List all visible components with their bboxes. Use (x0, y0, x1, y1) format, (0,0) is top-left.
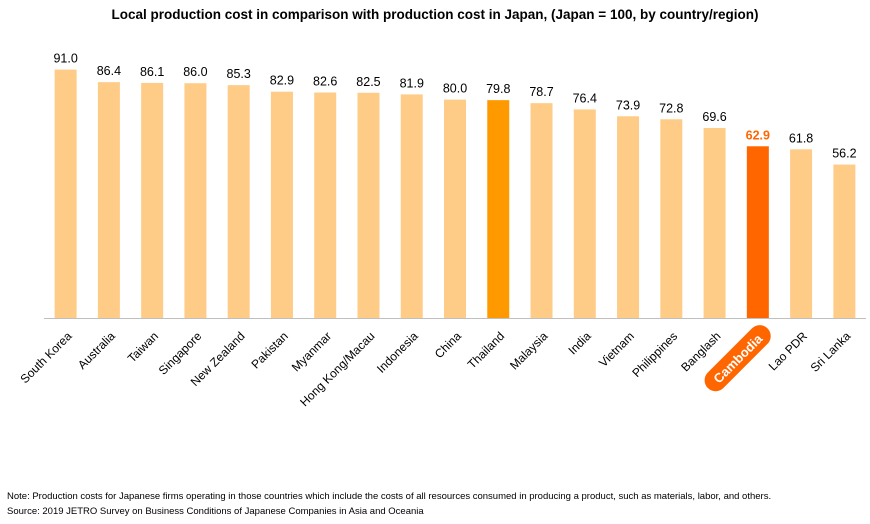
bar-lao-pdr (790, 149, 813, 318)
data-label: 82.5 (356, 75, 380, 89)
tick-label-group: Vietnam (596, 329, 637, 370)
data-label: 91.0 (53, 52, 77, 66)
x-tick-label: Vietnam (596, 329, 637, 370)
x-tick-label: Indonesia (374, 329, 421, 376)
bar-australia (97, 82, 120, 319)
tick-label-group: South Korea (18, 329, 75, 386)
bar-hong-kong-macau (357, 92, 380, 319)
bar-vietnam (617, 116, 640, 319)
bar-pakistan (270, 91, 293, 318)
bar-myanmar (314, 92, 337, 318)
bar-cambodia (746, 146, 769, 318)
x-tick-label: Philippines (629, 329, 680, 380)
x-tick-label: Malaysia (507, 329, 551, 373)
x-tick-label: China (432, 329, 464, 361)
x-tick-label: South Korea (18, 329, 75, 386)
data-label: 79.8 (486, 82, 510, 96)
data-label: 86.1 (140, 65, 164, 79)
bar-new-zealand (227, 85, 250, 318)
data-label: 78.7 (529, 85, 553, 99)
x-tick-label: India (565, 329, 594, 358)
data-label: 86.4 (97, 64, 121, 78)
data-label: 82.6 (313, 75, 337, 89)
bar-china (444, 99, 466, 318)
data-label: 85.3 (227, 67, 251, 81)
tick-label-group: Hong Kong/Macau (297, 329, 377, 409)
tick-label-group: Taiwan (125, 329, 161, 365)
x-tick-label: Sri Lanka (808, 329, 854, 375)
data-label: 72.8 (659, 101, 683, 115)
tick-label-group: Australia (75, 329, 118, 372)
bar-thailand (487, 100, 510, 319)
bar-taiwan (141, 82, 164, 319)
data-label: 73.9 (616, 98, 640, 112)
data-label: 80.0 (443, 82, 467, 96)
bar-philippines (660, 119, 683, 318)
tick-label-group: India (565, 329, 594, 358)
data-label: 56.2 (832, 147, 856, 161)
data-label: 81.9 (400, 76, 424, 90)
bar-malaysia (530, 103, 553, 318)
bar-south-korea (54, 69, 77, 318)
bar-chart: 91.0 South Korea 86.4 Australia 86.1 Taiwan 86… (18, 52, 866, 409)
bar-indonesia (400, 94, 423, 319)
x-tick-label: Thailand (465, 329, 507, 371)
data-label: 82.9 (270, 74, 294, 88)
data-label: 76.4 (573, 91, 597, 105)
x-tick-label: Lao PDR (766, 329, 811, 374)
bar-singapore (184, 83, 207, 318)
tick-label-group: Pakistan (248, 329, 290, 371)
x-tick-label: Taiwan (125, 329, 161, 365)
bar-india (573, 109, 596, 318)
tick-label-group: Myanmar (289, 329, 334, 374)
tick-label-group: Indonesia (374, 329, 421, 376)
bar-sri-lanka (833, 164, 856, 318)
footnote: Note: Production costs for Japanese firm… (7, 491, 772, 502)
tick-label-group: Thailand (465, 329, 507, 371)
tick-label-group: Lao PDR (766, 329, 811, 374)
bar-banglash (703, 127, 726, 318)
tick-label-group: Sri Lanka (808, 329, 854, 375)
x-tick-label: Hong Kong/Macau (297, 329, 377, 409)
source-note: Source: 2019 JETRO Survey on Business Co… (7, 506, 424, 517)
tick-label-group: Malaysia (507, 329, 551, 373)
x-tick-label: Pakistan (248, 329, 290, 371)
data-label: 86.0 (183, 65, 207, 79)
x-tick-label: Myanmar (289, 329, 334, 374)
data-label: 69.6 (702, 110, 726, 124)
chart-title: Local production cost in comparison with… (111, 7, 759, 22)
tick-label-group: China (432, 329, 464, 361)
tick-label-group: Philippines (629, 329, 680, 380)
highlight-pill (704, 325, 771, 392)
data-label: 61.8 (789, 131, 813, 145)
data-label: 62.9 (746, 128, 770, 142)
x-tick-label: Australia (75, 329, 118, 372)
